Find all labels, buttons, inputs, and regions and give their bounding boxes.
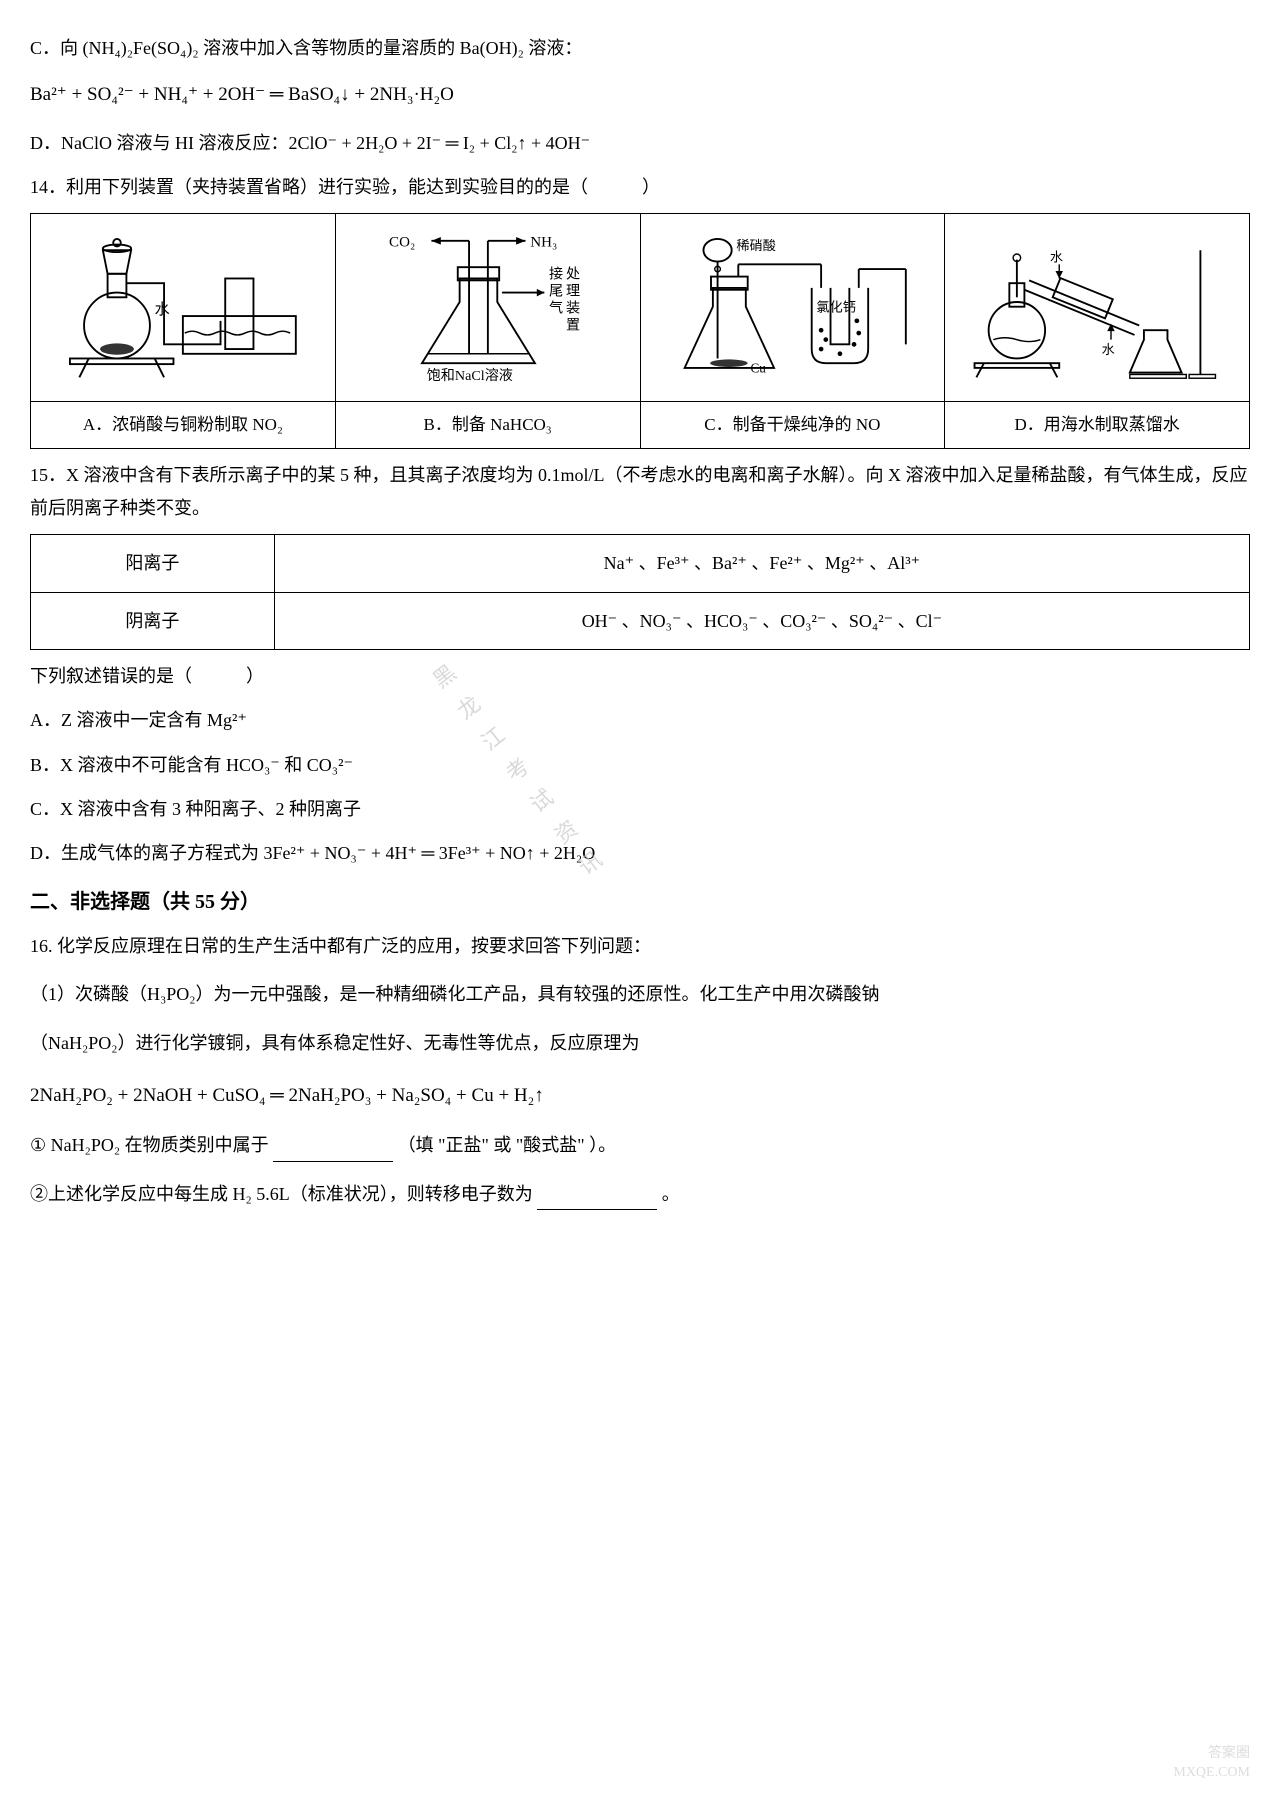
tail-label2: 尾 (549, 284, 563, 300)
text: 阳离子 (125, 553, 179, 573)
text: 二、非选择题（共 55 分） (30, 891, 260, 913)
tail-label5: 理 (566, 284, 580, 300)
text: D．生成气体的离子方程式为 3Fe²⁺ + NO₃⁻ + 4H⁺ ═ 3Fe³⁺… (30, 843, 595, 863)
apparatus-cell-d: 水 水 (945, 214, 1250, 401)
text: 15．X 溶液中含有下表所示离子中的某 5 种，且其离子浓度均为 0.1mol/… (30, 465, 1248, 517)
anion-header: 阴离子 (31, 592, 275, 649)
q14-apparatus-table: 水 CO₂ NH₃ (30, 213, 1250, 449)
tail-label6: 装 (566, 301, 580, 317)
text: A．Z 溶液中一定含有 Mg²⁺ (30, 710, 247, 730)
apparatus-a-icon: 水 (39, 222, 327, 382)
co2-label: CO₂ (389, 235, 415, 251)
q15-option-a: A．Z 溶液中一定含有 Mg²⁺ (30, 704, 1250, 736)
cu-label: Cu (750, 361, 766, 376)
apparatus-b-icon: CO₂ NH₃ 接 尾 气 处 理 装 置 饱和NaCl溶液 (344, 222, 632, 382)
q15-option-b: B．X 溶液中不可能含有 HCO₃⁻ 和 CO₃²⁻ (30, 749, 1250, 781)
formula-text: 2NaH₂PO₂ + 2NaOH + CuSO₄ ═ 2NaH₂PO₃ + Na… (30, 1085, 544, 1106)
tail-label4: 处 (566, 267, 580, 283)
q15-sub-stem: 下列叙述错误的是（ ） (30, 660, 1250, 692)
apparatus-cell-b: CO₂ NH₃ 接 尾 气 处 理 装 置 饱和NaCl溶液 (335, 214, 640, 401)
text: C．制备干燥纯净的 NO (704, 415, 880, 434)
text: 16. 化学反应原理在日常的生产生活中都有广泛的应用，按要求回答下列问题： (30, 936, 651, 956)
prefix: ②上述化学反应中每生成 H₂ 5.6L（标准状况），则转移电子数为 (30, 1184, 533, 1204)
q15-ion-table: 阳离子 Na⁺ 、Fe³⁺ 、Ba²⁺ 、Fe²⁺ 、Mg²⁺ 、Al³⁺ 阴离… (30, 534, 1250, 650)
apparatus-cell-c: 稀硝酸 Cu 氯化钙 (640, 214, 945, 401)
tail-label7: 置 (566, 318, 580, 334)
nh3-label: NH₃ (530, 235, 557, 251)
blank-input-1[interactable] (273, 1140, 393, 1162)
acid-label: 稀硝酸 (736, 239, 775, 254)
hint: （填 "正盐" 或 "酸式盐" ）。 (398, 1135, 616, 1155)
prefix: ① NaH₂PO₂ 在物质类别中属于 (30, 1135, 269, 1155)
text: A．浓硝酸与铜粉制取 NO₂ (83, 415, 283, 434)
q15-option-d: D．生成气体的离子方程式为 3Fe²⁺ + NO₃⁻ + 4H⁺ ═ 3Fe³⁺… (30, 837, 1250, 869)
q16-equation: 2NaH₂PO₂ + 2NaOH + CuSO₄ ═ 2NaH₂PO₃ + Na… (30, 1079, 1250, 1113)
corner-bottom: MXQE.COM (1173, 1763, 1250, 1783)
blank-input-2[interactable] (537, 1188, 657, 1210)
q14-opt-b: B．制备 NaHCO₃ (335, 401, 640, 449)
watermark-corner: 答案圈 MXQE.COM (1173, 1744, 1250, 1783)
suffix: 。 (662, 1184, 680, 1204)
anion-list: OH⁻ 、NO₃⁻ 、HCO₃⁻ 、CO₃²⁻ 、SO₄²⁻ 、Cl⁻ (274, 592, 1249, 649)
text: 14．利用下列装置（夹持装置省略）进行实验，能达到实验目的的是（ ） (30, 177, 660, 197)
tail-label: 接 (549, 266, 563, 283)
cacl2-label: 氯化钙 (816, 300, 855, 315)
apparatus-c-icon: 稀硝酸 Cu 氯化钙 (649, 222, 937, 382)
formula-text: Ba²⁺ + SO₄²⁻ + NH₄⁺ + 2OH⁻ ═ BaSO₄↓ + 2N… (30, 84, 454, 105)
q14-opt-d: D．用海水制取蒸馏水 (945, 401, 1250, 449)
text: 下列叙述错误的是（ ） (30, 666, 264, 686)
q13-option-c-equation: Ba²⁺ + SO₄²⁻ + NH₄⁺ + 2OH⁻ ═ BaSO₄↓ + 2N… (30, 78, 1250, 112)
solution-label: 饱和NaCl溶液 (426, 368, 512, 382)
apparatus-d-icon: 水 水 (953, 222, 1241, 382)
text: OH⁻ 、NO₃⁻ 、HCO₃⁻ 、CO₃²⁻ 、SO₄²⁻ 、Cl⁻ (582, 611, 942, 631)
text: B．X 溶液中不可能含有 HCO₃⁻ 和 CO₃²⁻ (30, 755, 353, 775)
corner-top: 答案圈 (1173, 1744, 1250, 1764)
q16-part1: （1）次磷酸（H₃PO₂）为一元中强酸，是一种精细磷化工产品，具有较强的还原性。… (30, 978, 1250, 1010)
text: D．NaClO 溶液与 HI 溶液反应：2ClO⁻ + 2H₂O + 2I⁻ ═… (30, 133, 590, 153)
q15-option-c: C．X 溶液中含有 3 种阳离子、2 种阴离子 (30, 793, 1250, 825)
text: C．X 溶液中含有 3 种阳离子、2 种阴离子 (30, 799, 361, 819)
water-out: 水 (1050, 250, 1063, 265)
text: 阴离子 (125, 611, 179, 631)
q13-option-d-text: D．NaClO 溶液与 HI 溶液反应：2ClO⁻ + 2H₂O + 2I⁻ ═… (30, 127, 1250, 159)
q16-sub2: ②上述化学反应中每生成 H₂ 5.6L（标准状况），则转移电子数为 。 (30, 1178, 1250, 1210)
text: B．制备 NaHCO₃ (424, 415, 552, 434)
water-in: 水 (1102, 342, 1115, 357)
label: 水 (155, 302, 170, 319)
tail-label3: 气 (549, 301, 563, 317)
q16-part2: （NaH₂PO₂）进行化学镀铜，具有体系稳定性好、无毒性等优点，反应原理为 (30, 1027, 1250, 1059)
cation-header: 阳离子 (31, 535, 275, 592)
text: C．向 (NH₄)₂Fe(SO₄)₂ 溶液中加入含等物质的量溶质的 Ba(OH)… (30, 38, 582, 58)
q16-stem: 16. 化学反应原理在日常的生产生活中都有广泛的应用，按要求回答下列问题： (30, 930, 1250, 962)
text: Na⁺ 、Fe³⁺ 、Ba²⁺ 、Fe²⁺ 、Mg²⁺ 、Al³⁺ (604, 553, 920, 573)
apparatus-cell-a: 水 (31, 214, 336, 401)
q14-opt-a: A．浓硝酸与铜粉制取 NO₂ (31, 401, 336, 449)
q14-opt-c: C．制备干燥纯净的 NO (640, 401, 945, 449)
text: D．用海水制取蒸馏水 (1014, 415, 1179, 434)
q13-option-c-text: C．向 (NH₄)₂Fe(SO₄)₂ 溶液中加入含等物质的量溶质的 Ba(OH)… (30, 32, 1250, 64)
cation-list: Na⁺ 、Fe³⁺ 、Ba²⁺ 、Fe²⁺ 、Mg²⁺ 、Al³⁺ (274, 535, 1249, 592)
q16-sub1: ① NaH₂PO₂ 在物质类别中属于 （填 "正盐" 或 "酸式盐" ）。 (30, 1129, 1250, 1161)
text: （NaH₂PO₂）进行化学镀铜，具有体系稳定性好、无毒性等优点，反应原理为 (30, 1033, 640, 1053)
section2-title: 二、非选择题（共 55 分） (30, 884, 1250, 920)
text: （1）次磷酸（H₃PO₂）为一元中强酸，是一种精细磷化工产品，具有较强的还原性。… (30, 984, 880, 1004)
q15-stem: 15．X 溶液中含有下表所示离子中的某 5 种，且其离子浓度均为 0.1mol/… (30, 459, 1250, 524)
q14-stem: 14．利用下列装置（夹持装置省略）进行实验，能达到实验目的的是（ ） (30, 171, 1250, 203)
